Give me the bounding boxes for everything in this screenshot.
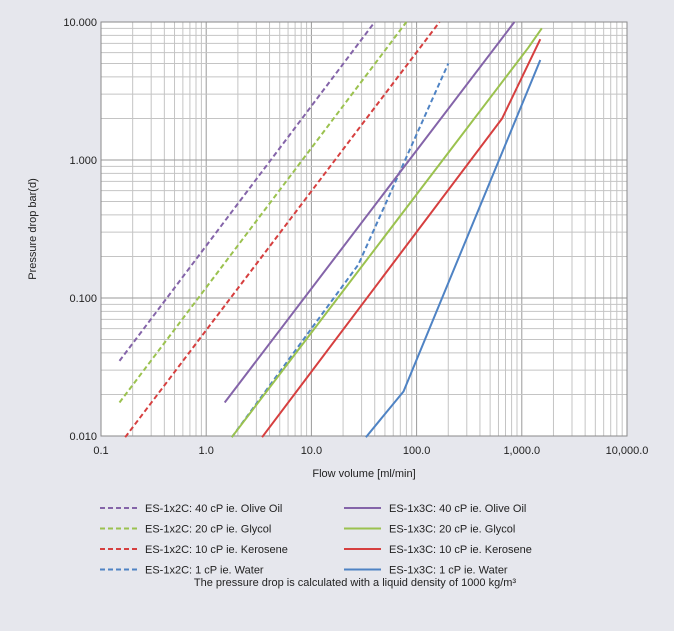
series-line	[261, 38, 542, 438]
tick-labels: 0.1 1.0 10.0 100.0 1,000.0 10,000.0 0.010 0.100…	[63, 17, 648, 457]
series-lines	[118, 21, 543, 438]
series-line	[118, 21, 376, 362]
x-tick-label: 0.1	[93, 445, 108, 457]
x-tick-label: 10,000.0	[606, 445, 649, 457]
grid	[101, 22, 627, 436]
legend: ES-1x2C: 40 cP ie. Olive Oil ES-1x2C: 20 …	[100, 503, 532, 577]
plot-background	[101, 22, 627, 436]
plot-border	[100, 21, 628, 437]
series-line	[124, 21, 441, 438]
y-tick-label: 0.010	[69, 431, 97, 443]
x-tick-label: 10.0	[301, 445, 322, 457]
legend-label: ES-1x2C: 10 cP ie. Kerosene	[145, 544, 288, 556]
x-tick-label: 1,000.0	[503, 445, 540, 457]
legend-label: ES-1x3C: 20 cP ie. Glycol	[389, 524, 515, 536]
series-line	[230, 63, 450, 438]
series-line	[223, 21, 516, 404]
legend-label: ES-1x2C: 20 cP ie. Glycol	[145, 524, 271, 536]
x-tick-label: 1.0	[199, 445, 214, 457]
series-line	[231, 27, 543, 438]
legend-label: ES-1x3C: 40 cP ie. Olive Oil	[389, 503, 526, 515]
legend-label: ES-1x2C: 1 cP ie. Water	[145, 565, 264, 577]
footnote: The pressure drop is calculated with a l…	[194, 577, 517, 589]
y-tick-label: 1.000	[69, 155, 97, 167]
y-tick-label: 0.100	[69, 293, 97, 305]
y-tick-label: 10.000	[63, 17, 97, 29]
legend-label: ES-1x3C: 1 cP ie. Water	[389, 565, 508, 577]
legend-label: ES-1x3C: 10 cP ie. Kerosene	[389, 544, 532, 556]
x-axis-title: Flow volume [ml/min]	[312, 468, 415, 480]
y-axis-title: Pressure drop bar(d)	[27, 178, 39, 280]
legend-label: ES-1x2C: 40 cP ie. Olive Oil	[145, 503, 282, 515]
x-tick-label: 100.0	[403, 445, 431, 457]
series-line	[365, 59, 542, 438]
